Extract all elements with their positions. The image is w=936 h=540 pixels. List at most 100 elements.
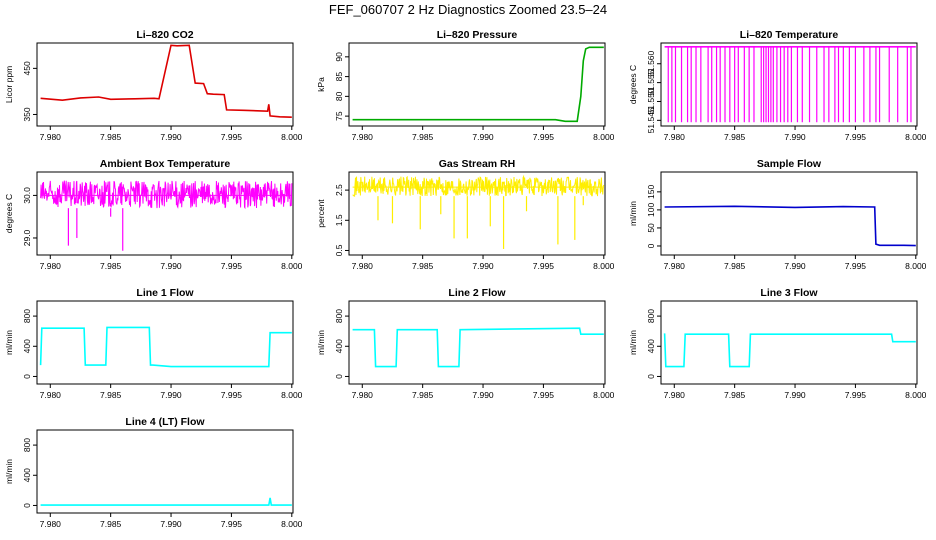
- x-tick-label: 7.985: [100, 390, 122, 400]
- chart-panel: Line 2 Flow ml/min 7.980 7.985 7.990 7.995 8.0…: [316, 287, 615, 400]
- x-tick-label: 7.985: [724, 132, 746, 142]
- x-tick-label: 7.990: [784, 261, 806, 271]
- chart-panel: Li–820 CO2 Licor ppm 7.980 7.985 7.990 7.995 8…: [4, 29, 303, 142]
- chart-panel: Li–820 Temperature degrees C 7.980 7.985 7.9…: [628, 29, 927, 142]
- plot-frame: [36, 300, 294, 385]
- plot-area: [39, 326, 292, 368]
- plot-frame: [348, 42, 606, 127]
- x-tick-label: 7.985: [724, 261, 746, 271]
- series-line: [664, 205, 916, 247]
- chart-panel: Gas Stream RH percent 7.980 7.985 7.990 7.995…: [316, 158, 615, 271]
- x-tick-label: 8.000: [281, 261, 303, 271]
- series-band: [352, 174, 605, 197]
- y-tick-label: 0: [646, 374, 656, 379]
- y-tick-label: 800: [334, 309, 344, 323]
- x-tick-label: 7.980: [352, 132, 374, 142]
- y-tick-label: 400: [22, 339, 32, 353]
- chart-title: Li–820 Pressure: [437, 29, 518, 41]
- chart-title: Line 2 Flow: [448, 287, 506, 299]
- series-band: [40, 180, 293, 210]
- x-tick-label: 7.990: [160, 261, 182, 271]
- plot-frame: [660, 300, 918, 385]
- x-tick-label: 7.995: [221, 519, 243, 529]
- chart-title: Gas Stream RH: [439, 158, 515, 170]
- plot-frame: [660, 42, 918, 127]
- plot-area: [40, 44, 292, 118]
- plot-frame: [348, 171, 606, 256]
- x-tick-label: 7.990: [784, 132, 806, 142]
- y-tick-label: 0: [334, 374, 344, 379]
- x-tick-label: 7.980: [40, 261, 62, 271]
- chart-title: Sample Flow: [757, 158, 822, 170]
- plot-area: [664, 46, 916, 123]
- chart-title: Li–820 CO2: [136, 29, 193, 41]
- x-tick-label: 7.990: [160, 519, 182, 529]
- plot-frame: [36, 171, 294, 256]
- y-tick-label: 800: [646, 309, 656, 323]
- x-tick-label: 7.995: [533, 132, 555, 142]
- x-tick-label: 8.000: [905, 390, 927, 400]
- y-axis-label: degrees C: [628, 65, 638, 104]
- x-tick-label: 7.985: [724, 390, 746, 400]
- y-axis-label: kPa: [316, 77, 326, 92]
- plot-area: [40, 180, 293, 251]
- series-line: [663, 333, 916, 368]
- y-tick-label: 80: [334, 91, 344, 101]
- x-tick-label: 8.000: [905, 132, 927, 142]
- x-tick-label: 8.000: [281, 132, 303, 142]
- y-tick-label: 150: [646, 184, 656, 198]
- x-tick-label: 8.000: [593, 390, 615, 400]
- y-tick-label: 400: [646, 339, 656, 353]
- x-tick-label: 7.990: [472, 390, 494, 400]
- chart-title: Li–820 Temperature: [740, 29, 839, 41]
- y-axis-label: ml/min: [4, 459, 14, 484]
- x-tick-label: 8.000: [281, 519, 303, 529]
- series-line: [352, 327, 604, 368]
- chart-panel: Sample Flow ml/min 7.980 7.985 7.990 7.995 8.0…: [628, 158, 927, 271]
- y-tick-label: 400: [22, 468, 32, 482]
- y-tick-label: 100: [646, 203, 656, 217]
- chart-panel: Li–820 Pressure kPa 7.980 7.985 7.990 7.995 8.…: [316, 29, 615, 142]
- chart-title: Line 3 Flow: [760, 287, 818, 299]
- y-tick-label: 29.0: [22, 229, 32, 246]
- x-tick-label: 7.995: [845, 132, 867, 142]
- x-tick-label: 8.000: [593, 132, 615, 142]
- x-tick-label: 7.990: [472, 132, 494, 142]
- y-tick-label: 90: [334, 52, 344, 62]
- y-axis-label: ml/min: [4, 330, 14, 355]
- y-axis-label: ml/min: [628, 201, 638, 226]
- y-axis-label: degrees C: [4, 194, 14, 233]
- x-tick-label: 7.995: [221, 132, 243, 142]
- y-tick-label: 85: [334, 72, 344, 82]
- chart-title: Line 1 Flow: [136, 287, 194, 299]
- series-line: [40, 44, 292, 118]
- x-tick-label: 7.980: [40, 519, 62, 529]
- chart-title: Line 4 (LT) Flow: [125, 416, 205, 428]
- y-axis-label: ml/min: [316, 330, 326, 355]
- x-tick-label: 7.980: [664, 132, 686, 142]
- x-tick-label: 8.000: [593, 261, 615, 271]
- y-tick-label: 50: [646, 223, 656, 233]
- x-tick-label: 7.990: [472, 261, 494, 271]
- plot-frame: [348, 300, 606, 385]
- x-tick-label: 7.985: [100, 519, 122, 529]
- x-tick-label: 7.985: [100, 132, 122, 142]
- series-line: [40, 497, 292, 506]
- x-tick-label: 7.985: [412, 390, 434, 400]
- y-tick-label: 51.560: [646, 50, 656, 76]
- plot-area: [40, 497, 292, 506]
- y-tick-label: 75: [334, 111, 344, 121]
- x-tick-label: 7.995: [845, 261, 867, 271]
- plot-frame: [36, 42, 294, 127]
- x-tick-label: 7.980: [40, 132, 62, 142]
- y-tick-label: 51.545: [646, 107, 656, 133]
- y-tick-label: 0: [22, 503, 32, 508]
- plot-frame: [36, 429, 294, 514]
- y-tick-label: 2.5: [334, 184, 344, 196]
- y-tick-label: 51.555: [646, 69, 656, 95]
- x-tick-label: 7.995: [221, 261, 243, 271]
- plot-frame: [660, 171, 918, 256]
- series-line: [352, 46, 604, 123]
- chart-panel: Line 3 Flow ml/min 7.980 7.985 7.990 7.995 8.0…: [628, 287, 927, 400]
